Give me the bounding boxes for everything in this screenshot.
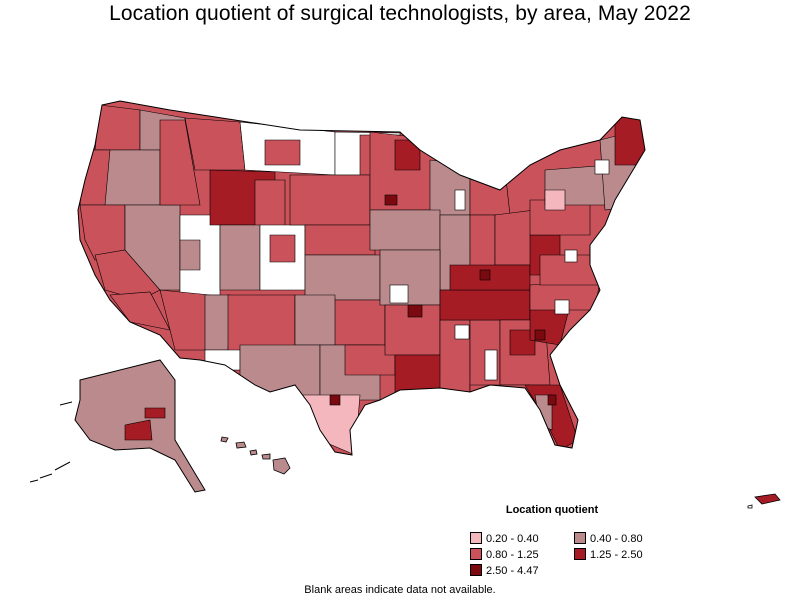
- legend-item-0.80-1.25: 0.80 - 1.25: [470, 548, 539, 561]
- legend-label: 0.40 - 0.80: [590, 533, 643, 545]
- area-wyoming-east: [254, 179, 286, 231]
- area-montana-west: [184, 117, 246, 171]
- area-nodata-2: [454, 324, 470, 340]
- area-nebraska: [304, 224, 376, 256]
- area-minnesota-metro: [394, 139, 421, 171]
- area-nodata-6: [594, 159, 610, 175]
- area-new-york-west: [544, 189, 566, 211]
- area-washington-west: [94, 104, 141, 151]
- area-louisiana: [394, 354, 446, 401]
- area-new-mexico-south: [204, 349, 241, 371]
- area-oregon-coast: [79, 149, 111, 206]
- contiguous-us: [77, 100, 646, 456]
- legend-label: 0.20 - 0.40: [486, 533, 539, 545]
- legend-label: 0.80 - 1.25: [486, 549, 539, 561]
- legend-label: 2.50 - 4.47: [486, 565, 539, 577]
- area-colorado-front: [269, 234, 296, 263]
- area-texas-panhandle: [294, 294, 336, 346]
- legend-item-1.25-2.50: 1.25 - 2.50: [574, 548, 643, 561]
- puerto-rico: [747, 493, 781, 509]
- legend-swatch: [574, 532, 586, 544]
- legend-swatch: [470, 564, 482, 576]
- area-montana-pocket: [264, 139, 301, 166]
- area-arizona-east: [204, 294, 231, 351]
- area-nodata-3: [484, 349, 498, 381]
- legend-item-0.20-0.40: 0.20 - 0.40: [470, 532, 539, 545]
- alaska: [29, 359, 206, 493]
- area-utah-south: [179, 239, 201, 271]
- area-missouri: [379, 249, 441, 306]
- legend-item-0.40-0.80: 0.40 - 0.80: [574, 532, 643, 545]
- legend-item-2.50-4.47: 2.50 - 4.47: [470, 564, 539, 577]
- area-ohio: [494, 209, 536, 266]
- area-colorado-west: [219, 224, 261, 291]
- legend-swatch: [470, 532, 482, 544]
- area-nodata-1: [389, 284, 409, 304]
- area-high-6: [547, 394, 557, 406]
- hawaii: [220, 436, 291, 475]
- legend-swatch: [470, 548, 482, 560]
- area-tennessee: [439, 289, 531, 321]
- area-south-dakota: [289, 174, 371, 226]
- area-idaho: [159, 119, 201, 206]
- area-high-3: [329, 394, 341, 406]
- legend-label: 1.25 - 2.50: [590, 549, 643, 561]
- area-kansas: [304, 254, 381, 301]
- area-nodata-5: [564, 249, 578, 263]
- area-alaska-fairbanks: [144, 407, 166, 419]
- area-alaska-anchorage: [124, 419, 153, 441]
- area-georgia-metro: [509, 329, 536, 356]
- area-nodata-7: [454, 189, 466, 211]
- legend-title: Location quotient: [505, 504, 599, 516]
- legend-swatch: [574, 548, 586, 560]
- legend: Location quotient 0.20 - 0.40 0.40 - 0.8…: [470, 504, 670, 577]
- area-high-1: [407, 304, 423, 318]
- area-michigan: [469, 164, 511, 216]
- area-high-7: [479, 269, 491, 281]
- area-high-4: [534, 329, 546, 341]
- area-high-2: [384, 194, 398, 206]
- area-texas-west: [239, 344, 321, 401]
- footnote: Blank areas indicate data not available.: [304, 584, 496, 596]
- area-nodata-4: [554, 299, 570, 315]
- area-iowa: [369, 209, 441, 251]
- map-title: Location quotient of surgical technologi…: [109, 2, 691, 25]
- area-high-5: [424, 389, 436, 399]
